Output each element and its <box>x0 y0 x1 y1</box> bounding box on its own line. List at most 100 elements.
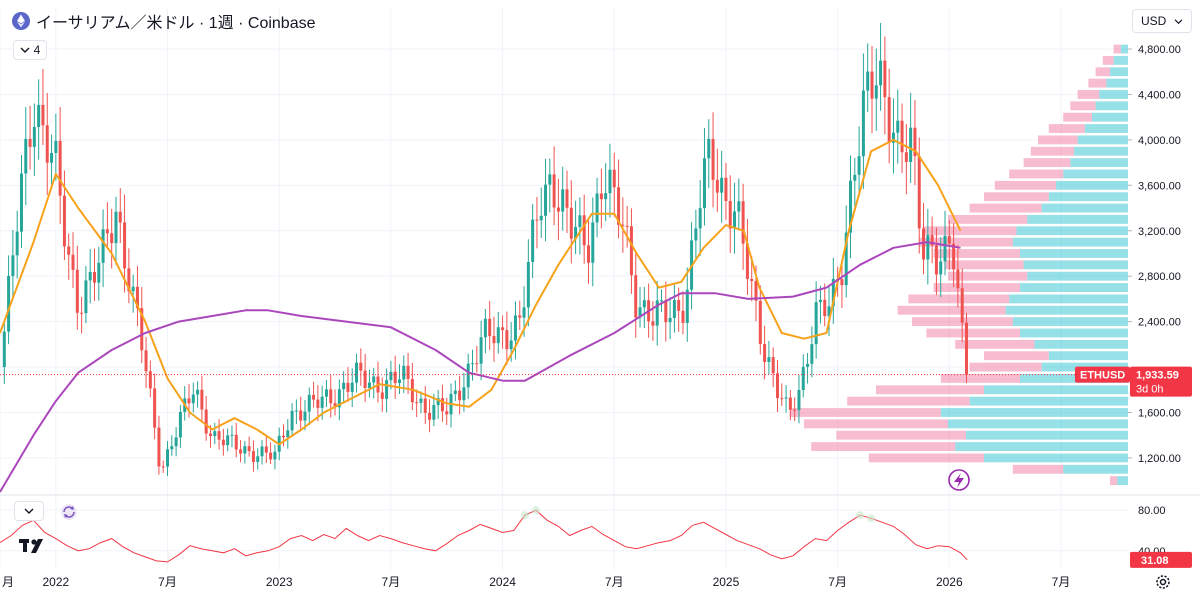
candle-down <box>329 389 333 404</box>
moving-averages <box>0 138 962 493</box>
volume-profile-bar-up <box>940 408 1128 417</box>
candle-down <box>569 207 573 239</box>
candle-down <box>552 174 556 208</box>
symbol-label: ETHUSD <box>1080 370 1125 382</box>
time-tick-label: 7月 <box>158 575 177 589</box>
volume-profile-bar-down <box>1048 124 1085 133</box>
volume-profile-bar-up <box>1020 328 1128 338</box>
candle-up <box>496 327 500 344</box>
rsi-line <box>0 509 968 563</box>
candle-up <box>548 174 552 185</box>
candle-down <box>724 177 728 201</box>
candle-down <box>80 312 84 314</box>
candle-down <box>153 388 157 428</box>
candle-up <box>88 271 92 281</box>
candle-down <box>269 452 273 460</box>
candle-up <box>513 315 517 341</box>
candle-up <box>37 104 41 127</box>
rsi-last-value: 31.08 <box>1141 555 1169 567</box>
volume-profile-bar-down <box>804 419 948 429</box>
candle-up <box>342 382 346 390</box>
candle-down <box>393 371 397 384</box>
candle-down <box>956 269 960 289</box>
candle-up <box>397 379 401 384</box>
candle-down <box>251 451 255 462</box>
candle-up <box>879 60 883 86</box>
candle-down <box>316 399 320 408</box>
rsi-value-tag <box>1130 551 1192 568</box>
candle-down <box>127 268 131 292</box>
candle-up <box>471 363 475 365</box>
candle-up <box>19 173 23 232</box>
price-tick-label: 3,200.00 <box>1138 226 1181 238</box>
volume-profile-bar-down <box>1038 135 1078 145</box>
candle-up <box>101 229 105 263</box>
candle-up <box>178 411 182 438</box>
candle-up <box>561 189 565 212</box>
candle-down <box>71 254 75 270</box>
chart-title[interactable]: イーサリアム／米ドル · 1週 · Coinbase <box>12 10 316 32</box>
volume-profile-bar-down <box>940 373 1020 383</box>
candle-up <box>24 138 28 174</box>
candle-down <box>617 187 621 225</box>
volume-profile-bar-up <box>1009 294 1128 304</box>
candle-up <box>801 366 805 390</box>
candle-up <box>11 255 15 277</box>
candle-up <box>827 306 831 317</box>
candle-up <box>767 357 771 363</box>
candle-up <box>320 396 324 408</box>
candle-up <box>943 235 947 262</box>
chevron-down-icon <box>1174 18 1183 24</box>
candle-up <box>453 390 457 394</box>
volume-profile-bar-down <box>868 453 984 463</box>
price-tick-label: 4,000.00 <box>1138 135 1181 147</box>
last-price-tag: ETHUSD 1,933.59 3d 0h <box>1075 366 1192 397</box>
candle-down <box>870 71 874 99</box>
time-tick-label: 2023 <box>266 575 293 589</box>
candle-up <box>324 389 328 397</box>
volume-profile-bar-up <box>1117 476 1128 486</box>
candle-down <box>458 390 462 401</box>
candle-up <box>226 435 230 446</box>
volume-profile-bar-down <box>876 385 984 395</box>
candle-up <box>15 231 19 256</box>
volume-profile-bar-up <box>1048 192 1128 202</box>
volume-profile-bar-down <box>922 226 1017 236</box>
volume-profile-bar-up <box>1074 146 1128 156</box>
candle-up <box>544 184 548 216</box>
volume-profile-bar-down <box>1102 55 1114 65</box>
sync-icon[interactable] <box>61 504 77 520</box>
candle-up <box>694 228 698 241</box>
volume-profile-bar-up <box>1048 351 1128 361</box>
pane-collapse-button[interactable] <box>14 501 44 521</box>
currency-select[interactable]: USD <box>1132 9 1192 33</box>
chart-title-text: イーサリアム／米ドル · 1週 · Coinbase <box>36 15 316 32</box>
candle-down <box>793 409 797 411</box>
candle-up <box>509 340 513 350</box>
candle-down <box>406 365 410 379</box>
price-tick-label: 1,200.00 <box>1138 453 1181 465</box>
volume-profile-bar-down <box>969 203 1042 213</box>
candle-down <box>883 60 887 98</box>
volume-profile-bar-down <box>1012 464 1064 474</box>
candle-up <box>595 193 599 223</box>
price-axis: 4,800.00 4,400.00 4,000.00 3,600.00 3,200.00… <box>1128 44 1181 465</box>
time-tick-label: 2026 <box>936 575 963 589</box>
candle-up <box>604 193 608 200</box>
candle-up <box>174 437 178 447</box>
indicators-toggle[interactable]: 4 <box>13 40 47 60</box>
candle-down <box>681 310 685 323</box>
candle-down <box>312 394 316 400</box>
price-tick-label: 2,800.00 <box>1138 271 1181 283</box>
candle-down <box>715 179 719 193</box>
settings-gear-icon[interactable] <box>1154 573 1172 591</box>
candle-up <box>578 215 582 228</box>
lightning-icon[interactable] <box>948 469 970 491</box>
ethereum-icon <box>12 12 30 30</box>
candle-down <box>913 127 917 157</box>
candle-down <box>144 350 148 372</box>
candle-up <box>466 363 470 388</box>
candle-down <box>599 193 603 200</box>
candle-down <box>788 397 792 410</box>
